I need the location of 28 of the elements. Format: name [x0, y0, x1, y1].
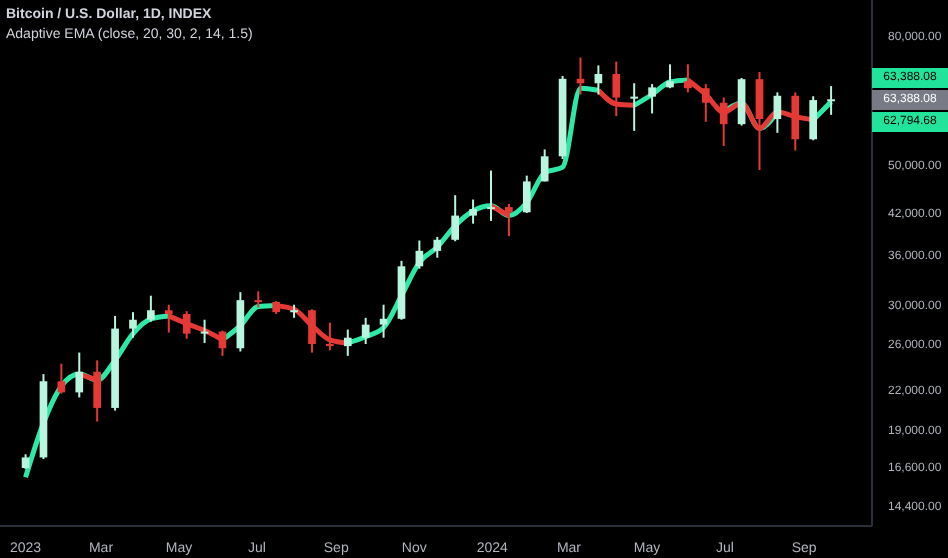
candlestick: [701, 83, 710, 123]
candlestick: [505, 202, 513, 238]
candlestick: [737, 76, 746, 127]
candlestick: [147, 294, 155, 323]
candlestick: [451, 194, 460, 243]
candlestick: [129, 311, 137, 339]
candlestick: [469, 198, 477, 225]
candlestick: [75, 351, 84, 399]
candlestick: [773, 91, 782, 134]
candlestick: [343, 328, 352, 357]
candlestick: [719, 96, 728, 147]
candlestick: [666, 63, 674, 90]
candlestick: [361, 316, 370, 345]
candlestick: [57, 362, 66, 395]
candlestick: [182, 310, 191, 340]
candlestick: [791, 91, 800, 152]
candlestick: [379, 303, 388, 339]
candlestick: [433, 235, 442, 259]
candlestick: [540, 148, 549, 183]
candlestick: [487, 169, 495, 222]
candlestick: [809, 95, 818, 142]
candlestick: [164, 303, 173, 334]
candlestick: [522, 174, 531, 214]
candlestick: [308, 308, 316, 354]
candlestick: [648, 83, 656, 115]
candlestick: [630, 82, 639, 132]
candlestick: [827, 85, 835, 116]
candlestick: [326, 321, 334, 352]
